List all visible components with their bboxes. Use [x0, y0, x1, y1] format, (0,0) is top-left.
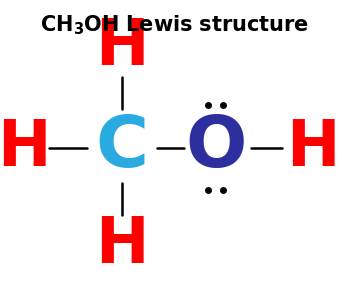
- Text: H: H: [0, 117, 51, 178]
- Text: H: H: [95, 16, 149, 78]
- Text: $\mathbf{CH_3OH}$ $\mathbf{Lewis\ structure}$: $\mathbf{CH_3OH}$ $\mathbf{Lewis\ struct…: [40, 13, 308, 37]
- Text: C: C: [95, 113, 148, 182]
- Text: O: O: [185, 113, 246, 182]
- Text: H: H: [95, 214, 149, 276]
- Text: H: H: [286, 117, 340, 178]
